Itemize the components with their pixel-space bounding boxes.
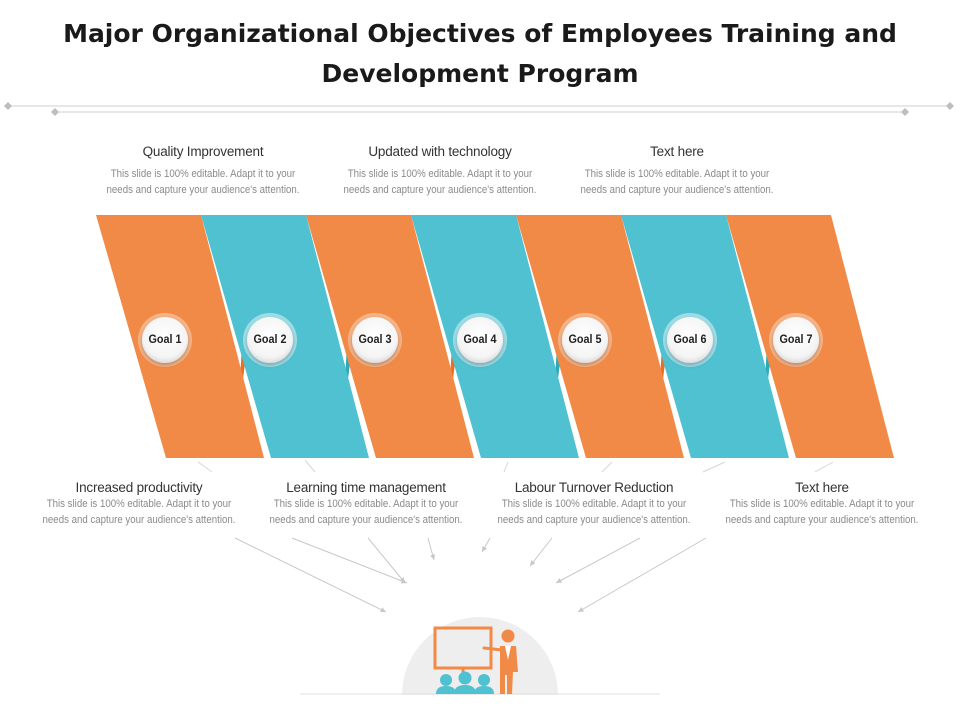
arrow-line-3 <box>367 537 406 584</box>
arrow-head-4 <box>430 554 436 560</box>
goal-disc-6 <box>667 317 713 363</box>
page-title: Major Organizational Objectives of Emplo… <box>63 19 897 88</box>
bottom-item-body: This slide is 100% editable. Adapt it to… <box>725 498 919 526</box>
bottom-item-heading: Text here <box>795 480 849 495</box>
top-item-heading: Text here <box>650 144 704 159</box>
top-item-body: This slide is 100% editable. Adapt it to… <box>580 168 774 196</box>
top-item-technology: Updated with technology This slide is 10… <box>315 144 565 198</box>
arrow-head-6 <box>530 560 536 566</box>
arrow-head-3 <box>399 577 405 583</box>
top-item-heading: Quality Improvement <box>142 144 264 159</box>
goal-disc-7 <box>773 317 819 363</box>
goal-disc-4 <box>457 317 503 363</box>
bottom-item-body: This slide is 100% editable. Adapt it to… <box>269 498 463 526</box>
top-item-heading: Updated with technology <box>368 144 512 159</box>
teacher-presentation-icon <box>433 626 518 694</box>
bottom-item-body: This slide is 100% editable. Adapt it to… <box>42 498 236 526</box>
bottom-item-body: This slide is 100% editable. Adapt it to… <box>497 498 691 526</box>
goal-label-3: Goal 3 <box>358 332 392 346</box>
bottom-item-heading: Learning time management <box>286 480 446 495</box>
goal-label-7: Goal 7 <box>779 332 813 346</box>
goal-label-6: Goal 6 <box>673 332 707 346</box>
goal-label-1: Goal 1 <box>148 332 182 346</box>
arrow-head-1 <box>380 607 386 612</box>
goal-disc-2 <box>247 317 293 363</box>
bottom-item-labour-turnover: Labour Turnover Reduction This slide is … <box>469 480 719 528</box>
bottom-item-learning-time: Learning time management This slide is 1… <box>241 480 491 528</box>
arrow-line-8 <box>577 537 707 613</box>
top-item-quality: Quality Improvement This slide is 100% e… <box>78 144 328 198</box>
bottom-item-text-here: Text here This slide is 100% editable. A… <box>697 480 947 528</box>
title-divider <box>4 102 954 116</box>
goal-label-4: Goal 4 <box>463 332 497 346</box>
bottom-item-heading: Increased productivity <box>75 480 203 495</box>
arrow-head-7 <box>556 578 562 583</box>
top-item-body: This slide is 100% editable. Adapt it to… <box>343 168 537 196</box>
presenter-backdrop <box>402 617 558 695</box>
bottom-item-productivity: Increased productivity This slide is 100… <box>14 480 264 528</box>
goal-discs <box>138 313 823 367</box>
arrow-head-8 <box>578 607 584 612</box>
arrow-line-7 <box>555 537 641 584</box>
top-item-text-here: Text here This slide is 100% editable. A… <box>552 144 802 198</box>
goal-label-5: Goal 5 <box>568 332 602 346</box>
top-item-body: This slide is 100% editable. Adapt it to… <box>106 168 300 196</box>
goal-disc-1 <box>142 317 188 363</box>
arrow-line-2 <box>291 537 408 584</box>
arrow-line-6 <box>529 537 553 567</box>
converging-arrows <box>234 537 707 613</box>
bottom-item-heading: Labour Turnover Reduction <box>514 480 674 495</box>
goal-disc-5 <box>562 317 608 363</box>
goal-label-2: Goal 2 <box>253 332 287 346</box>
arrow-line-1 <box>234 537 387 613</box>
arrow-head-5 <box>482 546 487 552</box>
goal-disc-3 <box>352 317 398 363</box>
